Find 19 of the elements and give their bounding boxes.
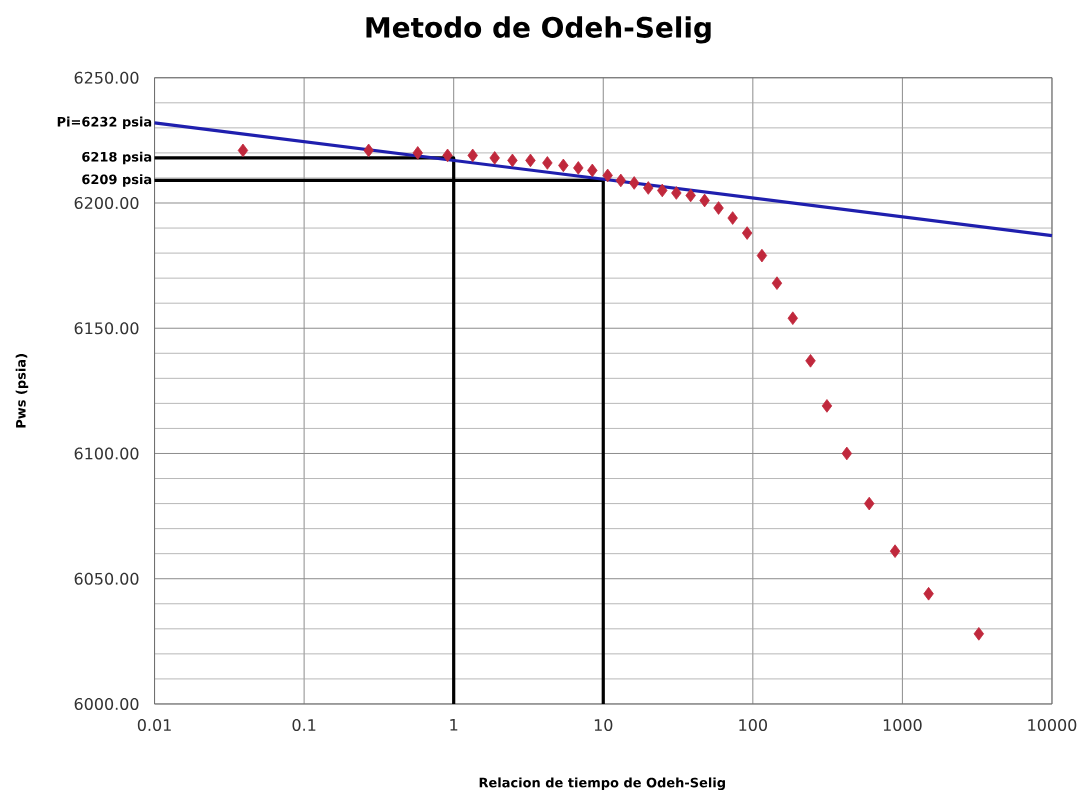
- x-tick-label: 10000: [1028, 719, 1077, 732]
- x-tick-label: 0.1: [292, 719, 316, 732]
- y-tick-label: 6200.00: [74, 197, 139, 210]
- y-tick-label: 6000.00: [74, 698, 139, 711]
- y-tick-label: 6250.00: [74, 71, 139, 84]
- y-tick-label: 6150.00: [74, 322, 139, 335]
- x-tick-label: 0.01: [137, 719, 171, 732]
- series-label: 6218 psia: [82, 151, 152, 165]
- x-tick-label: 1000: [883, 719, 922, 732]
- y-tick-label: 6100.00: [74, 447, 139, 460]
- x-tick-label: 100: [739, 719, 767, 732]
- y-tick-label: 6050.00: [74, 572, 139, 585]
- x-tick-label: 10: [594, 719, 613, 732]
- x-axis-title: Relacion de tiempo de Odeh-Selig: [479, 777, 725, 791]
- chart-title: Metodo de Odeh-Selig: [366, 16, 711, 44]
- series-label: Pi=6232 psia: [57, 116, 152, 130]
- series-label: 6209 psia: [82, 174, 152, 187]
- y-axis-title: Pws (psia): [15, 354, 29, 428]
- x-tick-label: 1: [450, 719, 458, 731]
